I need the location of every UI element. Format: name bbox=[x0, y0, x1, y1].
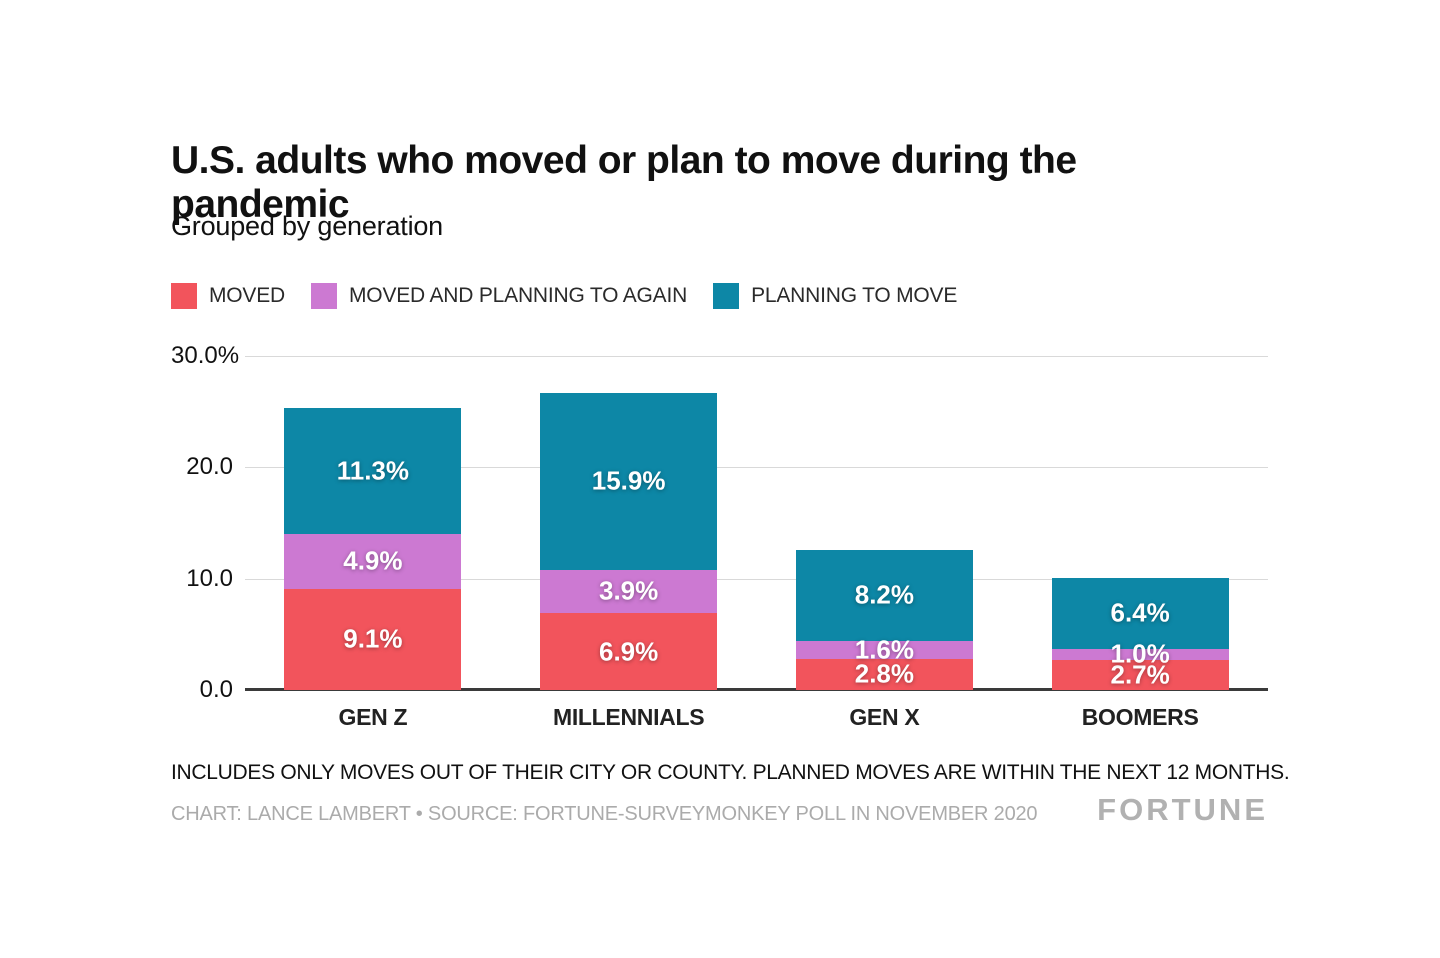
x-axis-label-millennials: MILLENNIALS bbox=[552, 704, 705, 730]
segment-moved-gen-z: 9.1% bbox=[284, 588, 462, 690]
chart-subtitle: Grouped by generation bbox=[171, 211, 443, 241]
gridline-30 bbox=[245, 356, 1268, 357]
legend-item-planning-to-move: PLANNING TO MOVE bbox=[713, 283, 957, 309]
y-tick-label-30: 30.0% bbox=[171, 342, 240, 369]
bar-gen-z: 9.1% 4.9% 11.3% bbox=[284, 408, 462, 690]
segment-moved-and-planning-to-again-millennials: 3.9% bbox=[540, 569, 718, 614]
value-label: 1.6% bbox=[854, 634, 914, 665]
value-label: 4.9% bbox=[343, 545, 403, 576]
x-axis-label-gen-x: GEN X bbox=[849, 704, 920, 730]
value-label: 3.9% bbox=[598, 575, 659, 606]
x-axis-label-gen-z: GEN Z bbox=[338, 704, 408, 730]
legend-swatch-planning-to-move bbox=[713, 283, 740, 309]
segment-planning-to-move-millennials: 15.9% bbox=[540, 392, 718, 570]
segment-planning-to-move-gen-z: 11.3% bbox=[284, 408, 462, 535]
bar-millennials: 6.9% 3.9% 15.9% bbox=[540, 392, 718, 690]
value-label: 8.2% bbox=[854, 579, 914, 610]
segment-planning-to-move-boomers: 6.4% bbox=[1051, 577, 1229, 649]
legend-item-moved-and-planning-to-again: MOVED AND PLANNING TO AGAIN bbox=[311, 283, 687, 309]
legend-item-label: PLANNING TO MOVE bbox=[751, 284, 958, 307]
legend-item-label: MOVED bbox=[209, 284, 286, 307]
legend-item-moved: MOVED bbox=[171, 283, 285, 309]
y-tick-label-0: 0.0 bbox=[199, 676, 233, 703]
y-tick-label-10: 10.0 bbox=[186, 564, 233, 592]
legend: MOVED MOVED AND PLANNING TO AGAIN PLANNING… bbox=[171, 283, 957, 309]
value-label: 9.1% bbox=[343, 623, 403, 654]
segment-moved-gen-x: 2.8% bbox=[795, 658, 973, 690]
x-axis-line bbox=[245, 688, 1268, 691]
bar-boomers: 2.7% 1.0% 6.4% bbox=[1051, 577, 1229, 690]
value-label: 6.4% bbox=[1110, 597, 1170, 628]
legend-item-label: MOVED AND PLANNING TO AGAIN bbox=[349, 284, 688, 307]
value-label: 2.7% bbox=[1110, 659, 1170, 690]
segment-moved-and-planning-to-again-boomers: 1.0% bbox=[1051, 639, 1229, 669]
plot-area: 9.1% 4.9% 11.3% GEN Z 6.9% 3.9% 15.9% MILLENNIA… bbox=[245, 356, 1268, 730]
segment-moved-boomers: 2.7% bbox=[1051, 659, 1229, 690]
chart-title: U.S. adults who moved or plan to move du… bbox=[171, 139, 1077, 226]
credit-line: CHART: LANCE LAMBERT • SOURCE: FORTUNE-S… bbox=[171, 803, 1038, 825]
chart-area: 9.1% 4.9% 11.3% GEN Z 6.9% 3.9% 15.9% MILLENNIA… bbox=[171, 342, 1268, 730]
value-label: 1.0% bbox=[1110, 638, 1170, 669]
legend-swatch-moved bbox=[171, 283, 197, 309]
footnote: INCLUDES ONLY MOVES OUT OF THEIR CITY OR… bbox=[171, 761, 1290, 784]
value-label: 6.9% bbox=[598, 636, 659, 667]
value-label: 2.8% bbox=[854, 658, 914, 689]
gridline-20 bbox=[245, 467, 1268, 469]
x-axis-label-boomers: BOOMERS bbox=[1081, 704, 1199, 730]
fortune-logo: FORTUNE bbox=[1097, 792, 1268, 827]
y-tick-label-20: 20.0 bbox=[186, 453, 233, 481]
segment-moved-and-planning-to-again-gen-x: 1.6% bbox=[795, 634, 973, 664]
gridline-10 bbox=[245, 578, 1268, 580]
segment-moved-and-planning-to-again-gen-z: 4.9% bbox=[284, 534, 462, 589]
bar-gen-x: 2.8% 1.6% 8.2% bbox=[795, 549, 973, 690]
value-label: 15.9% bbox=[591, 465, 666, 496]
segment-moved-millennials: 6.9% bbox=[540, 613, 718, 690]
value-label: 11.3% bbox=[336, 455, 410, 486]
segment-planning-to-move-gen-x: 8.2% bbox=[795, 549, 973, 642]
legend-swatch-moved-and-planning-to-again bbox=[311, 283, 338, 309]
